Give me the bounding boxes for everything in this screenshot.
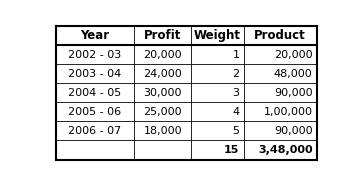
Text: 18,000: 18,000 bbox=[144, 126, 182, 136]
Text: 1,00,000: 1,00,000 bbox=[263, 107, 313, 117]
Text: 2004 - 05: 2004 - 05 bbox=[68, 88, 122, 98]
Text: 2003 - 04: 2003 - 04 bbox=[68, 69, 122, 79]
Text: 30,000: 30,000 bbox=[144, 88, 182, 98]
Text: 2002 - 03: 2002 - 03 bbox=[68, 50, 122, 60]
Text: Profit: Profit bbox=[144, 29, 182, 42]
Text: 1: 1 bbox=[232, 50, 240, 60]
Text: 20,000: 20,000 bbox=[274, 50, 313, 60]
Text: 3: 3 bbox=[232, 88, 240, 98]
Text: 90,000: 90,000 bbox=[274, 88, 313, 98]
Text: 48,000: 48,000 bbox=[274, 69, 313, 79]
Text: 2: 2 bbox=[232, 69, 240, 79]
Text: Year: Year bbox=[81, 29, 110, 42]
Text: Weight: Weight bbox=[194, 29, 241, 42]
Text: 2006 - 07: 2006 - 07 bbox=[68, 126, 122, 136]
Text: 90,000: 90,000 bbox=[274, 126, 313, 136]
Text: Product: Product bbox=[254, 29, 306, 42]
Text: 15: 15 bbox=[224, 145, 240, 155]
Text: 4: 4 bbox=[232, 107, 240, 117]
Text: 5: 5 bbox=[232, 126, 240, 136]
Text: 2005 - 06: 2005 - 06 bbox=[68, 107, 121, 117]
Text: 24,000: 24,000 bbox=[144, 69, 182, 79]
Text: 25,000: 25,000 bbox=[144, 107, 182, 117]
Text: 20,000: 20,000 bbox=[144, 50, 182, 60]
Text: 3,48,000: 3,48,000 bbox=[258, 145, 313, 155]
